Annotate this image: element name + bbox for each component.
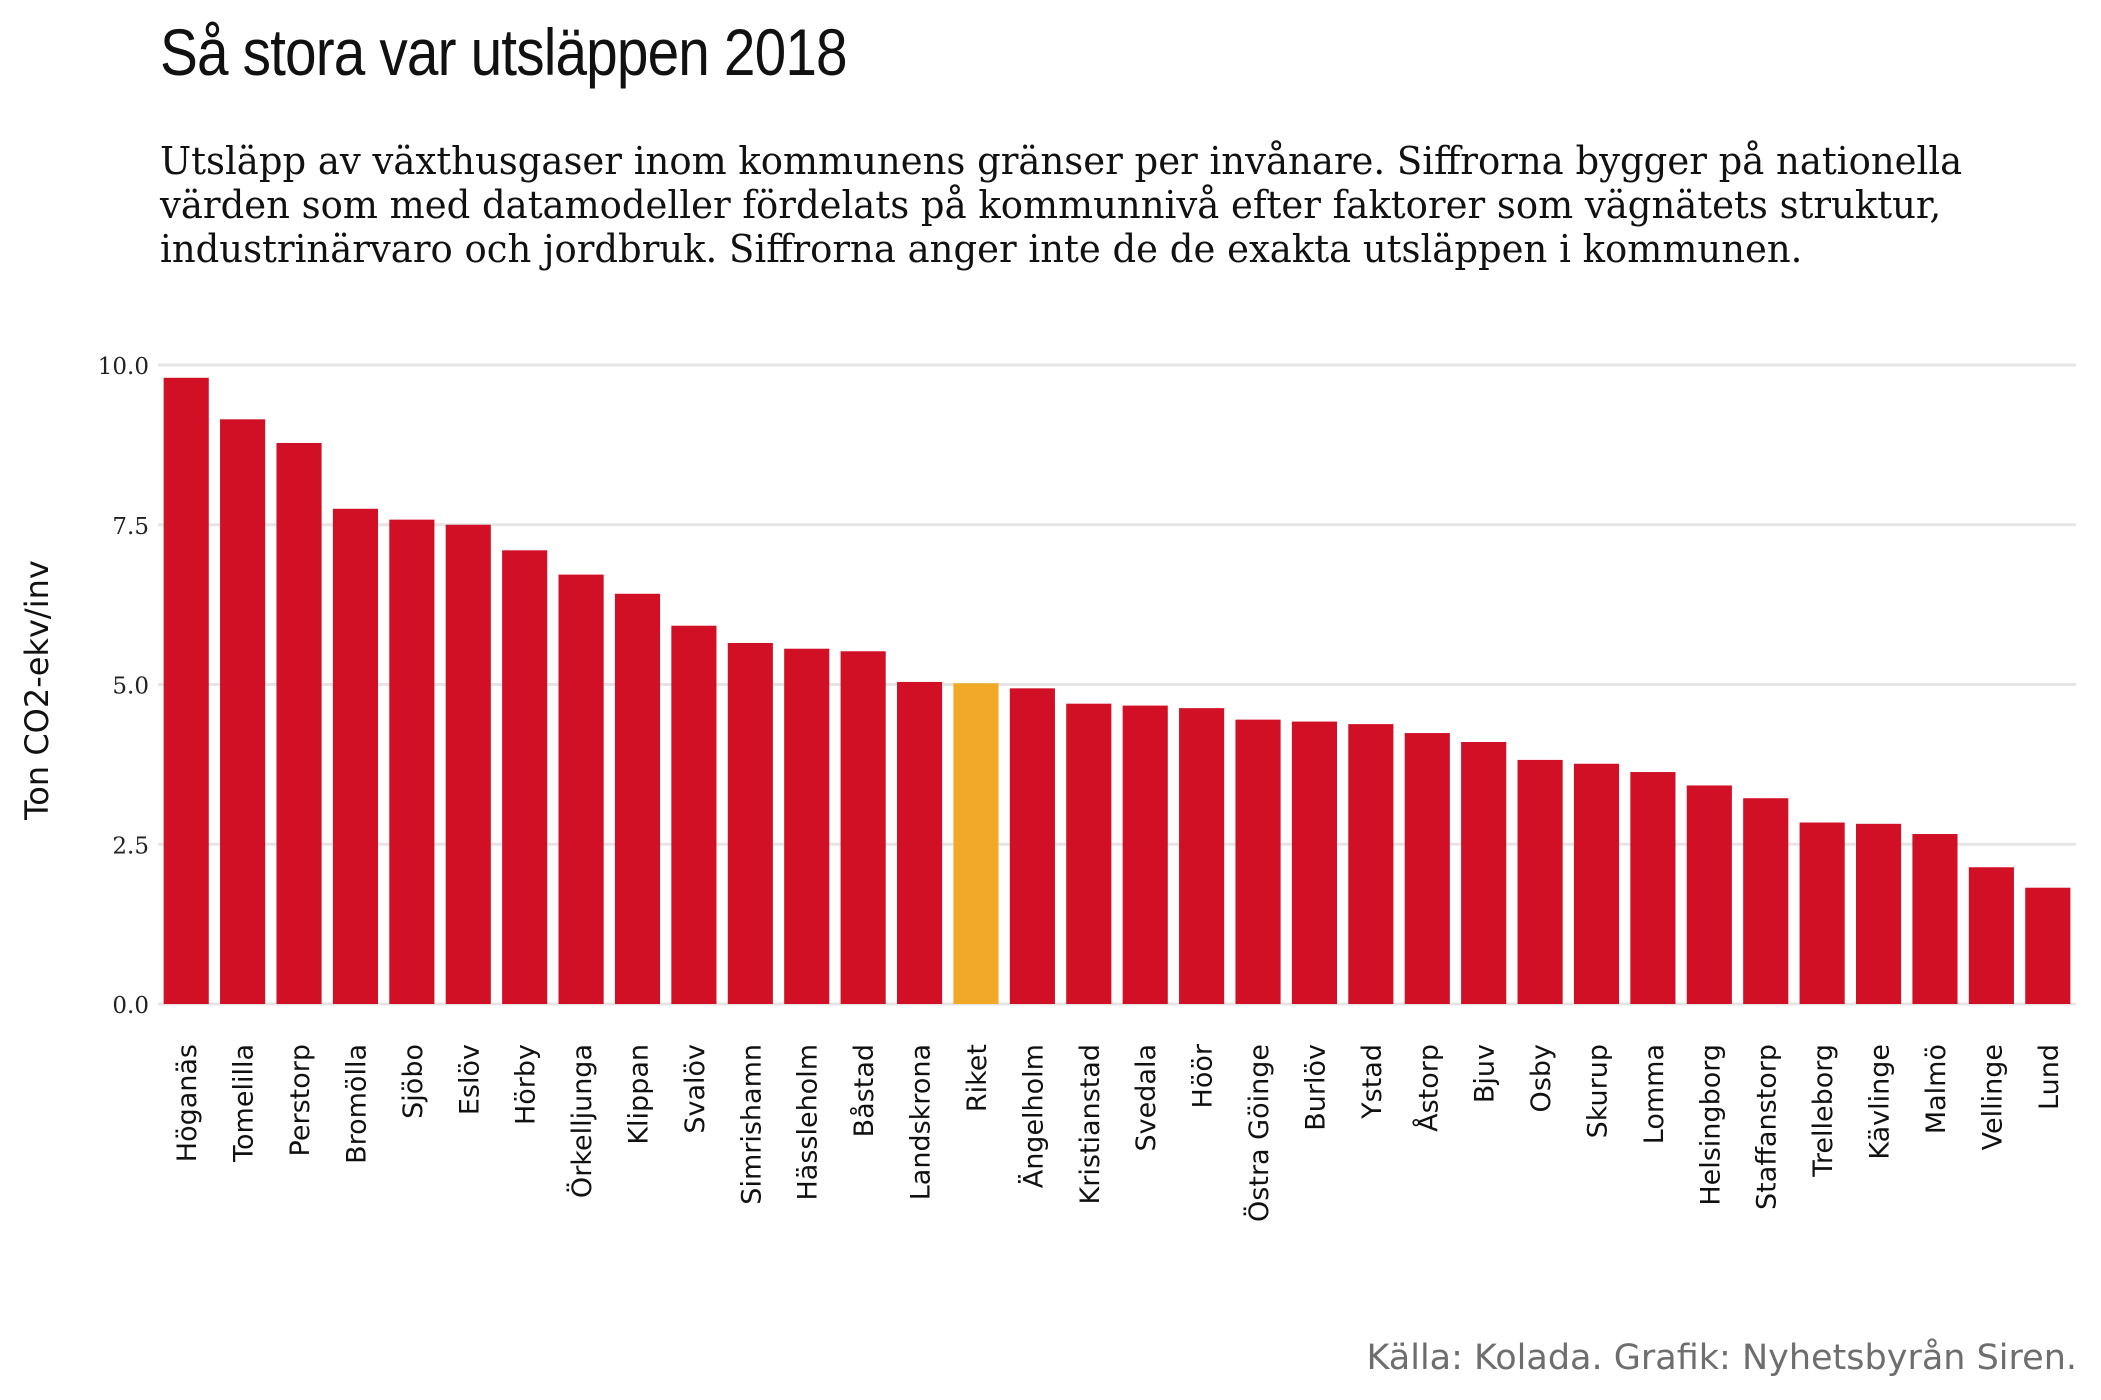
x-tick-label: Skurup	[1583, 1044, 1614, 1138]
x-tick-label: Tomelilla	[229, 1044, 260, 1163]
bar-31	[1912, 834, 1958, 1004]
x-tick-label: Bromölla	[341, 1044, 372, 1164]
x-tick-label: Svedala	[1131, 1044, 1162, 1151]
chart-title: Så stora var utsläppen 2018	[160, 15, 848, 89]
bar-24	[1517, 759, 1563, 1004]
x-tick-label: Höör	[1188, 1043, 1219, 1108]
x-tick-label: Eslöv	[454, 1044, 485, 1115]
bar-2	[276, 442, 322, 1004]
bar-28	[1743, 798, 1789, 1004]
x-tick-label: Båstad	[849, 1044, 880, 1137]
bar-21	[1348, 724, 1394, 1004]
x-tick-label: Örkelljunga	[566, 1044, 598, 1198]
bar-17	[1122, 705, 1168, 1004]
bar-9	[671, 625, 717, 1004]
x-tick-label: Åstorp	[1412, 1044, 1444, 1132]
x-tick-label: Simrishamn	[736, 1044, 767, 1205]
x-tick-label: Riket	[962, 1044, 993, 1112]
bar-25	[1573, 763, 1620, 1004]
x-tick-label: Lund	[2034, 1044, 2065, 1110]
bar-1	[220, 419, 266, 1004]
bar-23	[1461, 742, 1507, 1004]
bar-0	[163, 377, 209, 1004]
x-tick-label: Perstorp	[285, 1044, 316, 1156]
bar-18	[1179, 708, 1225, 1004]
x-tick-label: Trelleborg	[1808, 1044, 1839, 1178]
bar-27	[1686, 785, 1732, 1004]
bar-32	[1968, 867, 2014, 1004]
bar-7	[558, 574, 604, 1004]
y-tick-label: 7.5	[112, 514, 149, 540]
x-axis-ticks: Höganäs Tomelilla Perstorp Bromölla Sjöbo Esl…	[172, 1043, 2065, 1222]
bar-15	[1009, 688, 1055, 1004]
source-caption: Källa: Kolada. Grafik: Nyhetsbyrån Siren…	[1366, 1338, 2077, 1378]
x-tick-label: Kävlinge	[1865, 1044, 1896, 1160]
bar-11	[784, 648, 830, 1004]
x-tick-label: Ängelholm	[1017, 1044, 1049, 1188]
chart-subtitle: Utsläpp av växthusgaser inom kommunens g…	[160, 139, 1963, 272]
bar-10	[727, 642, 773, 1004]
bar-5	[445, 524, 491, 1004]
y-tick-label: 0.0	[112, 993, 149, 1019]
x-tick-label: Burlöv	[1300, 1044, 1331, 1131]
bar-16	[1066, 703, 1112, 1004]
bar-29	[1799, 822, 1845, 1004]
x-tick-label: Hörby	[511, 1044, 542, 1125]
bar-3	[332, 508, 379, 1004]
bar-26	[1630, 772, 1676, 1004]
x-tick-label: Höganäs	[172, 1044, 203, 1162]
x-tick-label: Helsingborg	[1695, 1044, 1726, 1206]
x-tick-label: Klippan	[624, 1044, 655, 1145]
y-tick-label: 2.5	[112, 833, 149, 859]
bar-33	[2025, 887, 2071, 1004]
y-axis-ticks: 0.0 2.5 5.0 7.5 10.0	[98, 354, 149, 1019]
x-tick-label: Hässleholm	[793, 1044, 824, 1201]
bar-12	[840, 651, 886, 1004]
x-tick-label: Landskrona	[906, 1044, 937, 1200]
bar-22	[1404, 733, 1450, 1004]
bar-8	[614, 593, 661, 1004]
y-tick-label: 10.0	[98, 354, 149, 380]
x-tick-label: Svalöv	[680, 1044, 711, 1134]
x-tick-label: Kristianstad	[1075, 1044, 1106, 1204]
bar-19	[1235, 719, 1281, 1004]
x-tick-label: Staffanstorp	[1752, 1044, 1783, 1210]
x-tick-label: Osby	[1526, 1044, 1557, 1112]
x-tick-label: Bjuv	[1470, 1044, 1501, 1103]
bar-13	[896, 681, 943, 1004]
x-tick-label: Malmö	[1921, 1044, 1952, 1134]
y-tick-label: 5.0	[112, 674, 149, 700]
y-axis-label: Ton CO2-ekv/inv	[18, 560, 56, 821]
bar-20	[1291, 721, 1338, 1004]
x-tick-label: Östra Göinge	[1243, 1044, 1275, 1222]
bar-14	[953, 683, 999, 1004]
x-tick-label: Ystad	[1357, 1044, 1388, 1120]
x-tick-label: Lomma	[1639, 1044, 1670, 1144]
bar-6	[502, 550, 548, 1004]
bars	[163, 377, 2071, 1004]
bar-30	[1855, 823, 1902, 1004]
bar-4	[389, 519, 435, 1004]
x-tick-label: Sjöbo	[398, 1044, 429, 1119]
x-tick-label: Vellinge	[1977, 1044, 2008, 1150]
